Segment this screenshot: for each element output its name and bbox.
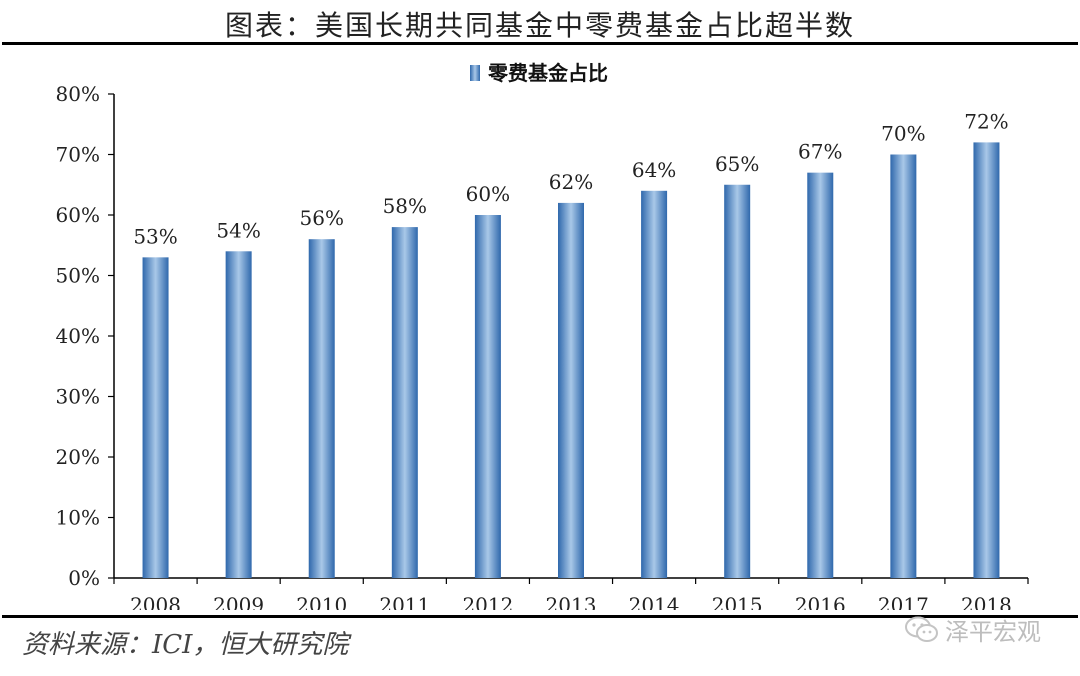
data-label: 54% [216,218,260,242]
bar [807,172,834,578]
data-label: 70% [881,122,925,146]
legend-label: 零费基金占比 [487,61,608,85]
bar [308,239,335,578]
bar [724,184,751,578]
wechat-icon [905,616,938,642]
bar [142,257,169,578]
watermark-text: 泽平宏观 [945,618,1041,646]
top-divider [2,42,1078,45]
data-label: 58% [383,194,427,218]
x-tick-label: 2009 [213,593,264,610]
x-tick-label: 2015 [712,593,763,610]
bar-chart: 零费基金占比 0%10%20%30%40%50%60%70%80% 2008 20… [56,61,1029,610]
x-tick-label: 2016 [795,593,846,610]
y-axis: 0% 10% 20% 30% 40% 50% 60% 70% 80% [56,82,115,590]
x-tick-label: 2008 [130,593,181,610]
data-label: 65% [715,152,759,176]
bar [890,154,917,578]
data-label: 60% [466,182,510,206]
data-label: 56% [300,206,344,230]
bar [225,251,252,579]
x-tick-label: 2017 [878,593,929,610]
y-tick-label: 70% [56,143,100,167]
y-tick-label: 80% [56,82,100,106]
x-tick-label: 2014 [629,593,680,610]
data-labels: 53% 54% 56% 58% 60% 62% 64% 65% 67% 70% 72% [133,109,1008,248]
data-label: 62% [549,170,593,194]
data-label: 72% [964,109,1008,133]
y-tick-label: 30% [56,385,100,409]
bar [391,227,418,578]
bar [474,215,501,578]
legend-swatch [470,65,480,81]
page-title: 图表：美国长期共同基金中零费基金占比超半数 [224,9,855,42]
y-tick-label: 40% [56,324,100,348]
y-tick-label: 60% [56,203,100,227]
x-tick-label: 2011 [379,593,430,610]
x-tick-label: 2010 [296,593,347,610]
bottom-divider [2,615,1078,618]
bar [558,202,584,578]
y-tick-label: 20% [56,445,100,469]
x-tick-label: 2012 [462,593,513,610]
bar [641,190,668,579]
x-tick-label: 2013 [546,593,597,610]
data-label: 53% [133,224,177,248]
watermark: 泽平宏观 [905,612,1041,647]
data-label: 64% [632,158,676,182]
source-note: 资料来源：ICI，恒大研究院 [22,630,349,660]
bars [142,142,1000,579]
y-tick-label: 0% [68,566,100,590]
bar [973,142,1000,578]
chart-legend: 零费基金占比 [470,61,608,85]
y-tick-label: 10% [56,506,100,530]
y-tick-label: 50% [56,264,100,288]
x-tick-label: 2018 [961,593,1012,610]
data-label: 67% [798,140,842,164]
x-axis: 2008 2009 2010 2011 2012 2013 2014 2015 2016 2017… [113,577,1029,610]
